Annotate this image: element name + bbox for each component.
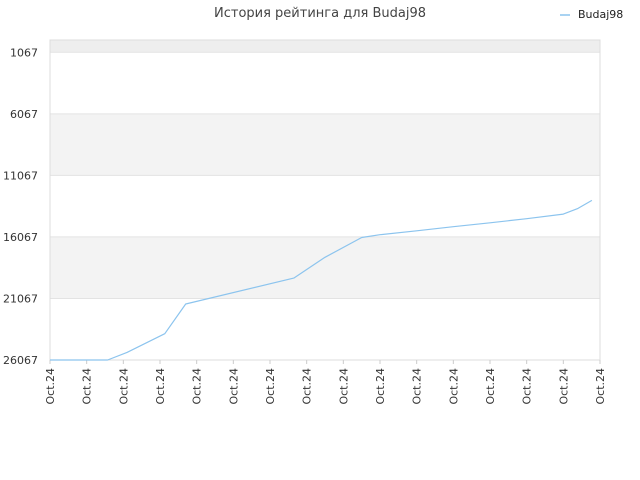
y-tick-label: 6067 [10, 108, 38, 121]
chart-title: История рейтинга для Budaj98 [214, 6, 426, 21]
y-tick-label: 1067 [10, 46, 38, 59]
band-2 [50, 113, 600, 176]
band-4 [50, 236, 600, 299]
x-tick-label: Oct.24 [594, 368, 607, 405]
x-tick-label: Oct.24 [44, 368, 57, 405]
y-tick-label: 26067 [3, 354, 38, 367]
x-tick-label: Oct.24 [411, 368, 424, 405]
band-5 [50, 298, 600, 360]
x-tick-label: Oct.24 [227, 368, 240, 405]
band-0 [50, 40, 600, 53]
y-tick-label: 11067 [3, 169, 38, 182]
series-line-budaj98 [50, 199, 593, 361]
series-layer [50, 199, 593, 361]
band-1 [50, 52, 600, 114]
legend-label-budaj98: Budaj98 [578, 8, 623, 21]
band-3 [50, 175, 600, 237]
y-tick-label: 21067 [3, 292, 38, 305]
x-tick-label: Oct.24 [337, 368, 350, 405]
x-tick-label: Oct.24 [81, 368, 94, 405]
x-tick-label: Oct.24 [557, 368, 570, 405]
x-tick-label: Oct.24 [374, 368, 387, 405]
x-tick-label: Oct.24 [447, 368, 460, 405]
x-tick-label: Oct.24 [264, 368, 277, 405]
x-tick-label: Oct.24 [301, 368, 314, 405]
y-axis: 1067 6067 11067 16067 21067 26067 [3, 46, 38, 367]
x-axis: Oct.24 Oct.24 Oct.24 Oct.24 Oct.24 Oct.24 Oct.… [44, 360, 607, 405]
x-tick-label: Oct.24 [521, 368, 534, 405]
legend: Budaj98 [560, 8, 623, 21]
plot-background-bands [50, 40, 600, 360]
x-tick-label: Oct.24 [117, 368, 130, 405]
x-tick-label: Oct.24 [191, 368, 204, 405]
x-tick-label: Oct.24 [484, 368, 497, 405]
plot-frame [49, 39, 601, 361]
x-tick-label: Oct.24 [154, 368, 167, 405]
y-tick-label: 16067 [3, 231, 38, 244]
